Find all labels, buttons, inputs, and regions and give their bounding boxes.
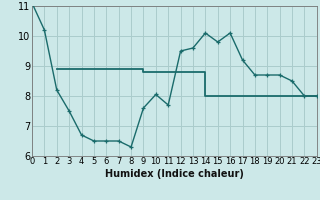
X-axis label: Humidex (Indice chaleur): Humidex (Indice chaleur) [105,169,244,179]
